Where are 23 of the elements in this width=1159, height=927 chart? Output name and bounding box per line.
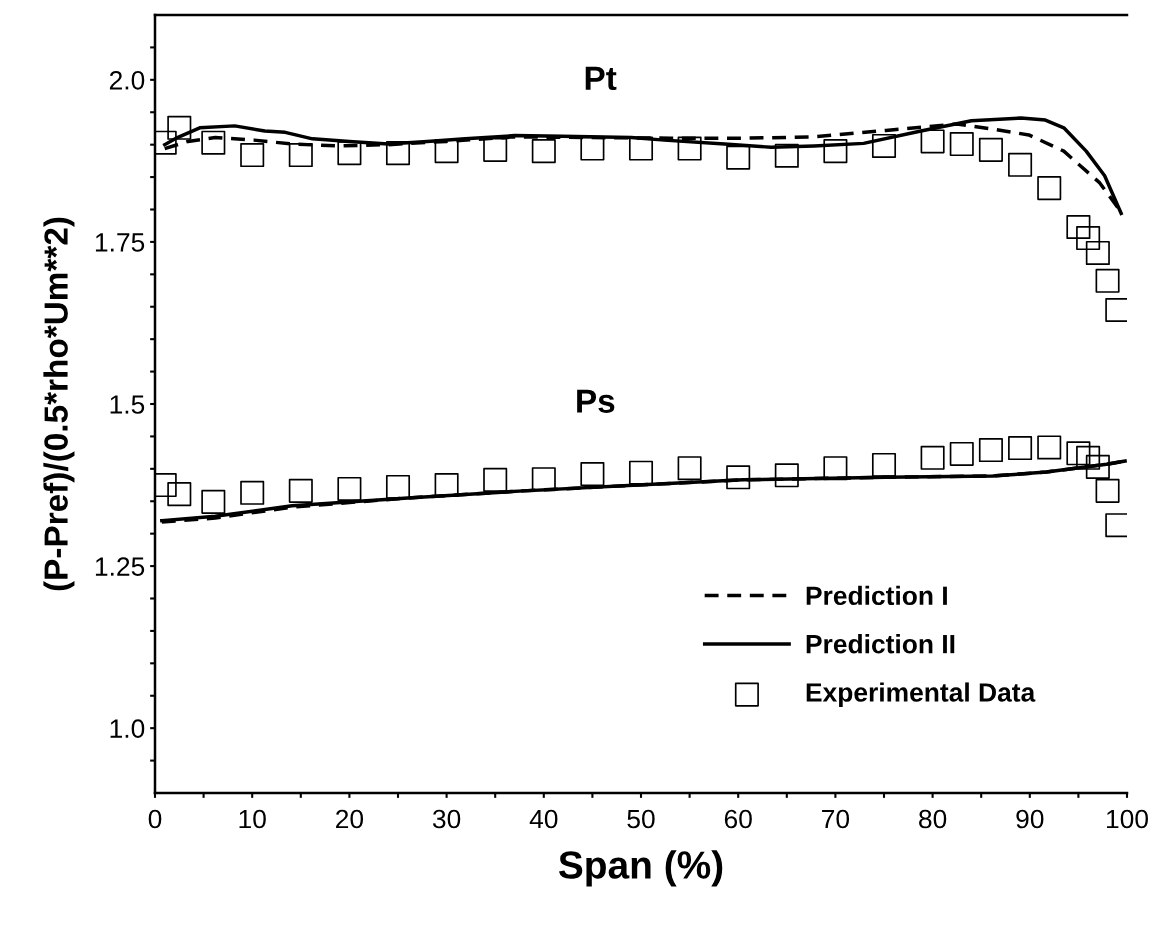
x-axis-title: Span (%) <box>558 850 723 887</box>
y-tick-label: 2.0 <box>109 70 145 90</box>
y-tick-label: 1.5 <box>110 395 145 414</box>
x-tick-label: 40 <box>529 809 558 829</box>
x-tick-label: 80 <box>919 809 947 829</box>
x-tick-label: 90 <box>1016 809 1044 829</box>
x-tick-label: 70 <box>822 809 850 829</box>
x-tick-label: 20 <box>336 809 364 829</box>
x-tick-label: 30 <box>432 809 461 829</box>
legend-label: Experimental Data <box>806 682 1036 708</box>
x-tick-label: 10 <box>239 809 266 829</box>
x-tick-label: 0 <box>148 809 162 829</box>
y-tick-label: 1.75 <box>95 233 145 252</box>
annotation: Pt <box>585 66 617 91</box>
legend-label: Prediction I <box>806 585 947 606</box>
annotation: Ps <box>577 389 615 413</box>
legend-label: Prediction II <box>806 634 955 654</box>
y-axis-title: (P-Pref)/(0.5*rho*Um**2) <box>43 217 75 591</box>
x-tick-label: 100 <box>1107 809 1148 829</box>
x-tick-label: 50 <box>627 809 655 829</box>
x-tick-label: 60 <box>724 809 752 829</box>
y-tick-label: 1.0 <box>110 719 145 738</box>
y-tick-label: 1.25 <box>95 557 145 576</box>
